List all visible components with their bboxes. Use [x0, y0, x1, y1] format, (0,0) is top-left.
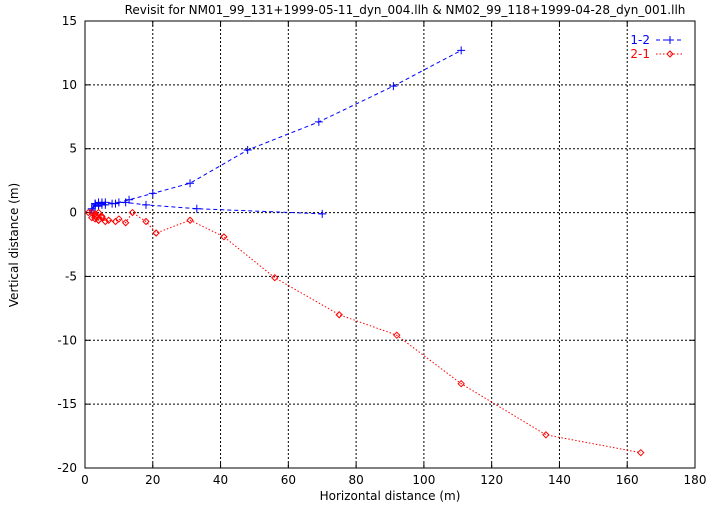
data-point: [192, 204, 201, 213]
y-tick-label: 10: [62, 78, 77, 92]
data-point: [186, 216, 194, 224]
data-point: [91, 200, 100, 209]
data-point: [115, 215, 123, 223]
data-point: [335, 311, 343, 319]
legend: 1-22-1: [630, 33, 684, 61]
y-tick-label: -10: [57, 333, 77, 347]
data-point: [457, 380, 465, 388]
data-point: [314, 117, 323, 126]
x-tick-label: 140: [548, 473, 571, 487]
data-point: [114, 198, 123, 207]
data-point: [318, 209, 327, 218]
data-point: [393, 331, 401, 339]
x-tick-label: 20: [145, 473, 160, 487]
x-tick-label: 100: [412, 473, 435, 487]
y-tick-label: 15: [62, 14, 77, 28]
series-line-1: [91, 49, 462, 215]
plot-frame: [84, 20, 696, 469]
data-point: [271, 273, 279, 282]
chart-title: Revisit for NM01_99_131+1999-05-11_dyn_0…: [125, 3, 686, 17]
data-point: [101, 217, 110, 226]
data-point: [98, 212, 106, 221]
legend-label: 2-1: [630, 47, 650, 61]
data-point: [98, 213, 106, 222]
x-tick-label: 0: [81, 473, 89, 487]
data-point: [101, 200, 110, 209]
x-tick-label: 40: [213, 473, 228, 487]
y-tick-label: 5: [69, 142, 77, 156]
series-lines: [88, 49, 641, 454]
data-point: [243, 145, 252, 154]
legend-marker: [666, 36, 674, 44]
data-point: [142, 200, 150, 209]
y-tick-labels: -20 -15 -10 -5 0 5 10 15: [57, 14, 77, 475]
legend-marker: [666, 50, 674, 58]
y-tick-label: -5: [65, 269, 77, 283]
x-axis-label: Horizontal distance (m): [320, 489, 461, 503]
data-point: [94, 208, 103, 217]
data-point: [148, 189, 157, 198]
legend-label: 1-2: [630, 33, 650, 47]
data-point: [152, 229, 160, 237]
data-point: [97, 199, 106, 208]
data-point: [125, 195, 134, 204]
x-tick-labels: 0 20 40 60 80 100 120 140 160 180: [81, 473, 706, 487]
data-point: [105, 216, 113, 224]
x-tick-label: 160: [616, 473, 639, 487]
data-point: [91, 215, 99, 223]
x-tick-label: 180: [684, 473, 707, 487]
data-point: [637, 448, 645, 457]
data-point: [91, 210, 99, 218]
y-tick-label: -15: [57, 397, 77, 411]
data-point: [142, 217, 150, 226]
y-axis-label: Vertical distance (m): [7, 183, 21, 307]
series-line-2: [88, 211, 641, 454]
data-point: [186, 179, 195, 188]
x-tick-label: 80: [348, 473, 363, 487]
data-point: [220, 233, 228, 241]
data-point: [88, 213, 96, 222]
x-tick-label: 60: [281, 473, 296, 487]
series-markers: [84, 46, 645, 457]
data-point: [121, 219, 130, 227]
data-point: [389, 82, 398, 91]
y-tick-label: 0: [69, 206, 77, 220]
data-point: [542, 431, 550, 439]
data-point: [108, 199, 117, 208]
x-tick-label: 120: [480, 473, 503, 487]
y-tick-label: -20: [57, 461, 77, 475]
data-point: [457, 46, 466, 55]
data-point: [128, 208, 137, 217]
